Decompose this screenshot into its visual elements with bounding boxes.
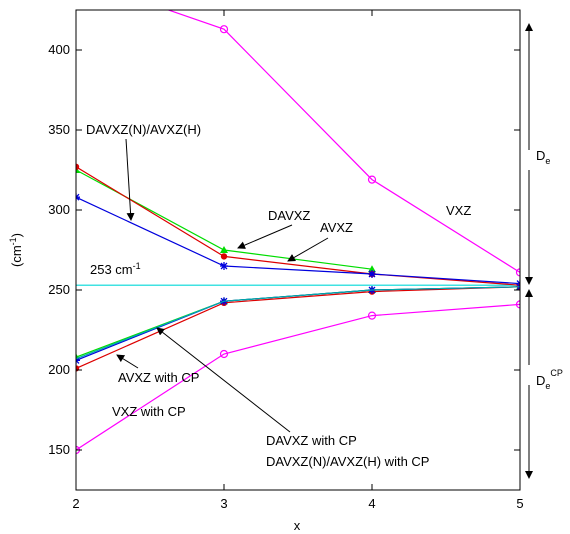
x-tick-label: 4 [368, 496, 375, 511]
data-point [368, 270, 376, 278]
series [76, 286, 520, 360]
data-point [515, 268, 520, 277]
label-de: De [536, 148, 550, 166]
x-tick-label: 5 [516, 496, 523, 511]
label-vxz: VXZ [446, 203, 471, 218]
y-tick-label: 250 [48, 282, 70, 297]
label-decp: DeCP [536, 368, 563, 391]
data-point [367, 175, 377, 184]
x-tick-label: 2 [72, 496, 79, 511]
arrow-davxz-cp [156, 327, 291, 433]
data-point [515, 300, 520, 309]
y-tick-label: 200 [48, 362, 70, 377]
series-line [76, 196, 520, 285]
series-line [76, 303, 520, 451]
series-line [76, 166, 520, 286]
y-tick-label: 400 [48, 42, 70, 57]
data-point [220, 246, 228, 253]
series [76, 193, 520, 288]
label-davxz: DAVXZ [268, 208, 310, 223]
y-axis-title: (cm-1) [8, 233, 24, 267]
series-line [166, 10, 520, 273]
arrow-davxz [237, 224, 293, 249]
label-avxz: AVXZ [320, 220, 353, 235]
plot-area [76, 10, 520, 455]
series-line [76, 286, 520, 369]
series-line [76, 286, 520, 360]
y-tick-label: 300 [48, 202, 70, 217]
data-point [368, 265, 376, 273]
arrow-avxz [287, 237, 329, 262]
data-point [76, 163, 80, 170]
x-axis-title: x [294, 518, 301, 533]
plot-frame [75, 9, 521, 491]
data-point [219, 25, 229, 34]
x-tick-label: 3 [220, 496, 227, 511]
arrow-avxz-cp [116, 354, 139, 369]
data-point [220, 253, 228, 260]
label-davxz-n-cp: DAVXZ(N)/AVXZ(H) with CP [266, 454, 429, 469]
label-vxz-cp: VXZ with CP [112, 404, 186, 419]
y-tick-label: 150 [48, 442, 70, 457]
label-davxz-n-avxz-h: DAVXZ(N)/AVXZ(H) [86, 122, 201, 137]
y-axis-title-end: ) [9, 233, 24, 237]
series [166, 10, 520, 277]
axes: 150 200 250 300 350 400 2 3 4 5 [48, 10, 524, 511]
series-line [76, 286, 520, 361]
y-tick-label: 350 [48, 122, 70, 137]
arrow-davxz-n [125, 138, 135, 221]
data-point [367, 311, 377, 320]
series [76, 283, 520, 372]
data-point [219, 349, 229, 359]
y-axis-title-main: (cm [9, 245, 24, 267]
series [76, 282, 520, 361]
ref-line-label: 253 cm-1 [90, 261, 141, 277]
label-avxz-cp: AVXZ with CP [118, 370, 199, 385]
data-point [220, 262, 228, 270]
label-davxz-cp: DAVXZ with CP [266, 433, 357, 448]
y-axis-title-sup: -1 [8, 237, 18, 245]
